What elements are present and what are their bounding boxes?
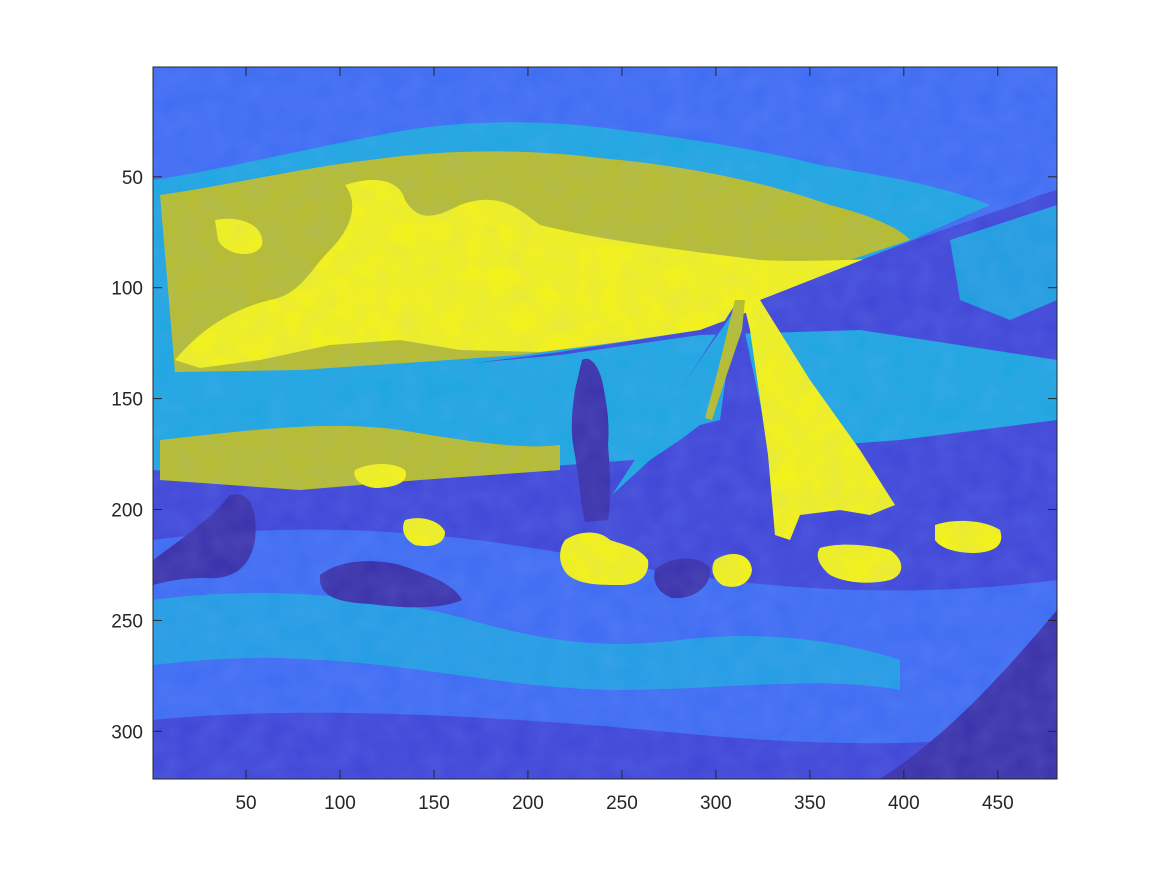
y-axis: 50 100 150 200 250 300: [111, 168, 1057, 743]
x-tick-label: 250: [606, 793, 638, 814]
heatmap-plot-area: [153, 67, 1057, 779]
texture-overlay: [153, 67, 1057, 779]
x-axis: 50 100 150 200 250 300 350 400 450: [235, 67, 1014, 814]
x-tick-label: 450: [982, 793, 1014, 814]
x-tick-label: 350: [794, 793, 826, 814]
x-tick-label: 300: [700, 793, 732, 814]
x-tick-label: 150: [418, 793, 450, 814]
x-tick-label: 400: [888, 793, 920, 814]
x-tick-label: 100: [324, 793, 356, 814]
y-tick-label: 100: [111, 279, 143, 300]
y-tick-label: 50: [122, 168, 143, 189]
y-tick-label: 200: [111, 501, 143, 522]
y-tick-label: 300: [111, 722, 143, 743]
axes-frame: [152, 66, 1058, 780]
y-tick-label: 250: [111, 611, 143, 632]
y-tick-label: 150: [111, 390, 143, 411]
x-tick-label: 50: [235, 793, 256, 814]
x-tick-label: 200: [512, 793, 544, 814]
